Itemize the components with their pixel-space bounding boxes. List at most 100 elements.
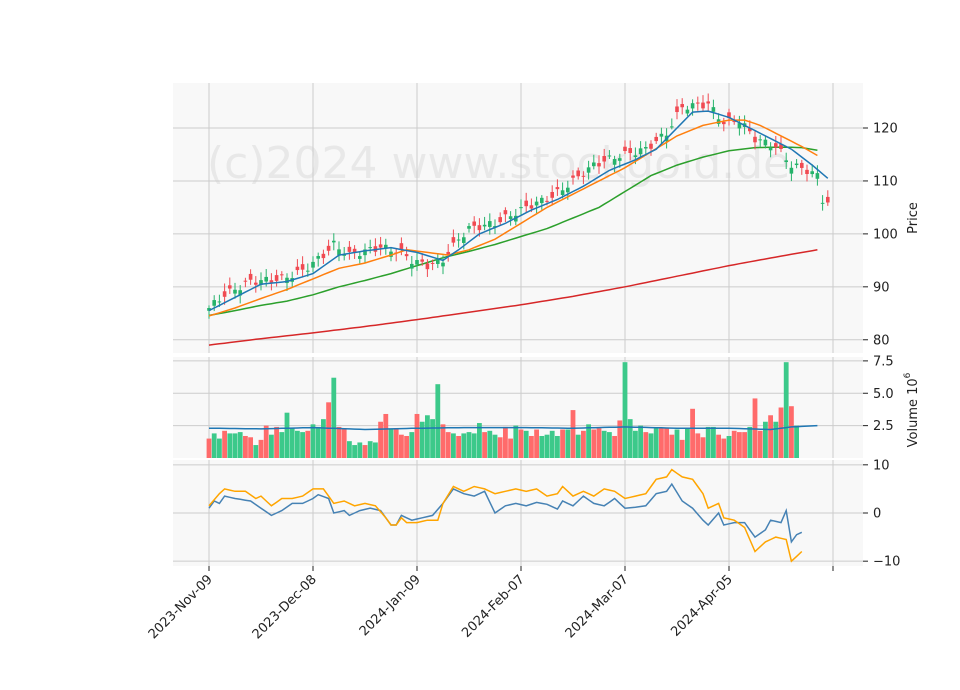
candle-body	[524, 200, 528, 207]
volume-bar	[217, 438, 222, 458]
candle-body	[784, 160, 788, 163]
volume-bar	[497, 437, 503, 458]
candle-body	[690, 103, 695, 109]
candle-body	[654, 136, 658, 142]
candle-body	[378, 244, 383, 248]
volume-bar	[669, 434, 675, 458]
candle-body	[207, 308, 211, 311]
candle-body	[368, 247, 372, 249]
candle-body	[295, 266, 300, 271]
volume-bar	[565, 429, 571, 458]
volume-bar	[726, 435, 732, 458]
volume-bar	[466, 432, 472, 458]
volume-bar	[560, 429, 565, 458]
oscillator-tick-label: 10	[873, 458, 890, 473]
volume-axis-title: Volume 106	[903, 372, 921, 447]
candle-body	[337, 249, 341, 256]
volume-bar	[482, 432, 487, 458]
volume-bar	[414, 413, 420, 458]
volume-bar	[638, 425, 643, 458]
volume-bar	[222, 430, 227, 458]
candle-body	[441, 262, 445, 267]
volume-bar	[607, 432, 612, 458]
volume-bar	[243, 435, 248, 458]
candle-body	[607, 155, 612, 157]
candle-body	[685, 109, 690, 114]
candle-body	[410, 263, 414, 269]
candle-body	[727, 112, 731, 119]
candle-body	[768, 147, 773, 151]
volume-bar	[492, 434, 498, 458]
volume-bar	[206, 438, 212, 458]
candle-body	[519, 207, 523, 209]
candle-body	[456, 239, 461, 241]
volume-bar	[227, 433, 233, 458]
candle-body	[259, 280, 263, 285]
candle-body	[425, 263, 430, 270]
candle-body	[498, 217, 502, 223]
candle-body	[810, 171, 814, 175]
volume-bar	[716, 434, 721, 458]
volume-bar	[768, 415, 773, 458]
candle-body	[794, 163, 799, 166]
candle-body	[774, 143, 778, 148]
volume-bar	[612, 435, 617, 458]
candle-body	[623, 146, 627, 152]
candle-body	[696, 102, 700, 104]
candle-body	[488, 221, 492, 227]
candle-body	[347, 246, 352, 252]
candle-body	[763, 139, 768, 146]
candle-body	[503, 210, 508, 215]
volume-bar	[404, 435, 409, 458]
volume-bar	[534, 429, 539, 458]
volume-bar-series	[206, 362, 799, 458]
candle-body	[404, 254, 409, 257]
volume-bar	[653, 428, 659, 458]
candle-body	[597, 163, 601, 167]
candle-body	[680, 104, 684, 108]
volume-bar	[664, 428, 669, 458]
candle-body	[706, 101, 710, 104]
volume-bar	[752, 398, 758, 458]
volume-bar	[367, 441, 373, 458]
volume-bar	[674, 429, 680, 458]
candle-body	[529, 205, 534, 209]
volume-bar	[679, 439, 685, 458]
price-tick-label: 80	[873, 333, 890, 348]
volume-bar	[622, 362, 628, 458]
candle-body	[675, 106, 679, 113]
volume-bar	[253, 445, 259, 458]
candle-body	[789, 167, 794, 174]
volume-bar	[789, 406, 794, 458]
volume-bar	[321, 419, 326, 458]
volume-bar	[690, 408, 695, 458]
candle-body	[571, 175, 575, 178]
volume-tick-label: 5.0	[873, 387, 894, 402]
candle-body	[508, 216, 513, 220]
volume-bar	[617, 420, 623, 458]
volume-tick-label: 2.5	[873, 419, 894, 434]
volume-bar	[737, 432, 742, 458]
volume-bar	[643, 432, 649, 458]
volume-bar	[373, 442, 378, 458]
candle-body	[550, 191, 554, 198]
oscillator-line-a	[208, 482, 803, 544]
volume-bar	[529, 435, 534, 458]
candle-body	[316, 256, 320, 259]
volume-bar	[742, 432, 747, 458]
ma-mid-layer	[208, 119, 818, 317]
candle-body	[342, 254, 346, 256]
date-tick-label: 2023-Dec-08	[250, 572, 320, 642]
candle-body	[243, 280, 248, 282]
volume-bar	[503, 426, 508, 458]
volume-bar	[310, 424, 316, 458]
candle-body	[228, 285, 232, 289]
candle-body	[545, 200, 549, 202]
candle-body	[618, 158, 622, 161]
volume-bar	[721, 438, 727, 458]
volume-bar	[518, 429, 524, 458]
candle-body	[820, 202, 825, 204]
price-panel-background	[173, 83, 863, 353]
candle-body	[363, 249, 367, 256]
